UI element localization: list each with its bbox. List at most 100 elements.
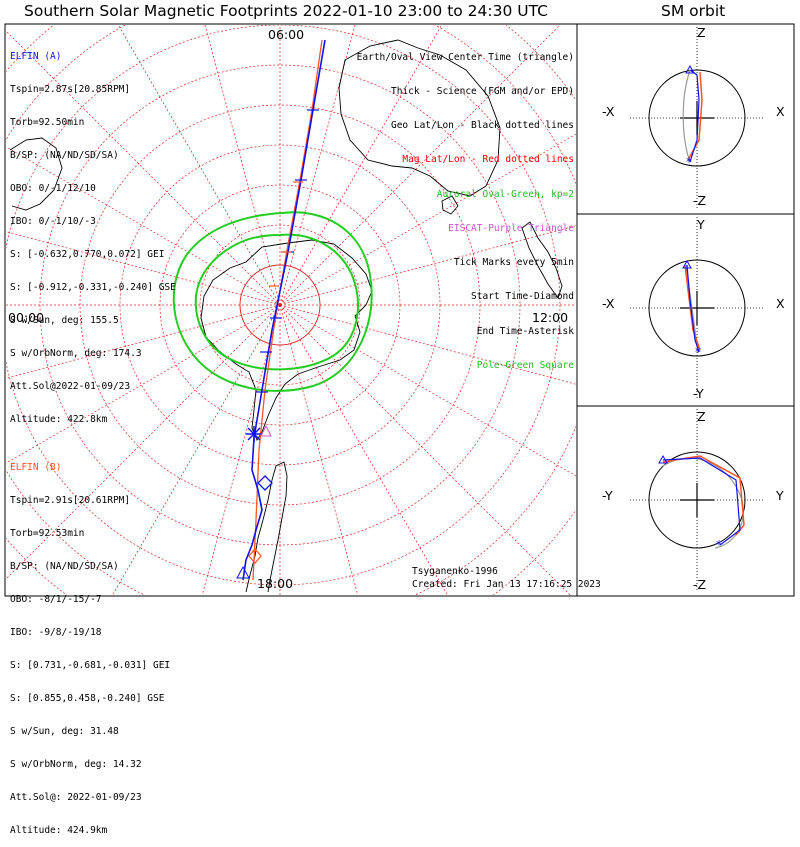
orbit-frame-xz [576,23,795,215]
orbit-xy-top-label: Y [697,217,705,232]
antarctica-coastline [200,239,373,441]
mag-lon-line [279,225,576,306]
orbit-xz-top-label: Z [697,25,706,40]
time-label-right: 12:00 [532,310,569,325]
mag-lon-line [204,25,281,306]
time-label-top: 06:00 [268,27,305,42]
africa-coastline [9,137,63,211]
mag-lon-line [279,304,576,385]
orbit-track-a [686,264,700,353]
new-zealand-coastline [521,221,563,299]
track-marker-group [236,109,319,579]
mag-lon-line [279,304,571,595]
legend-item: Earth/Oval View Center Time (triangle) [356,51,574,63]
elfin-a-line: Altitude: 422.8km [10,414,108,425]
elfin-a-line: S: [-0.632,0.770,0.072] GEI [10,249,165,260]
elfin-a-line: Torb=92.50min [10,117,85,128]
asterisk-stroke [247,427,261,441]
legend-item: Tick Marks every 5min [453,257,574,269]
mag-lon-line [279,25,561,306]
mag-lon-line [279,304,576,477]
elfin-b-line: IBO: -9/8/-19/18 [10,627,102,638]
legend-item: Start Time-Diamond [471,291,574,303]
legend-item: Mag Lat/Lon - Red dotted lines [402,154,574,166]
orbit-start-triangle [658,454,668,464]
elfin-b-line: S w/Sun, deg: 31.48 [10,726,119,737]
eiscat-triangle [260,424,272,437]
mag-lon-line [201,304,281,595]
orbit-yz-bottom-label: -Z [693,577,707,592]
elfin-a-info: ELFIN (A) Tspin=2.87s[20.85RPM] Torb=92.… [10,29,176,436]
end-asterisk-a [246,426,262,442]
elfin-b-line: Altitude: 424.9km [10,825,108,836]
time-label-bottom: 18:00 [257,576,294,591]
legend-item: End Time-Asterisk [476,325,574,337]
mag-lon-line [6,146,281,306]
start-diamond-a [257,475,273,491]
elfin-b-line: S: [0.855,0.458,-0.240] GSE [10,693,165,704]
orbit-frame-yz [576,405,795,597]
mag-lon-line [6,231,281,306]
elfin-a-track [242,39,326,581]
elfin-a-line: S w/Sun, deg: 155.5 [10,315,119,326]
time-label-left: 00:00 [8,310,45,325]
sm-orbit-group: * * * [630,27,764,591]
south-america-coastline [245,461,288,593]
elfin-a-name: ELFIN (A) [10,51,62,62]
mag-lon-line [279,304,359,595]
orbit-panel: * [630,27,764,209]
orbit-yz-left-label: -Y [602,488,613,503]
mag-lon-line [6,304,281,580]
legend-item: Thick - Science (FGM and/or EPD) [390,86,574,98]
orbit-yz-right-label: Y [776,488,784,503]
mag-lon-line [279,133,576,306]
view-center-triangle [236,565,250,579]
elfin-a-line: Tspin=2.87s[20.85RPM] [10,84,131,95]
orbit-track-b [684,264,701,351]
orbit-track-a [689,69,700,163]
orbit-track-b [662,455,745,536]
model-label: Tsyganenko-1996 [412,566,498,577]
elfin-b-line: Torb=92.53min [10,528,85,539]
elfin-a-line: IBO: 0/-1/10/-3 [10,216,96,227]
orbit-xz-bottom-label: -Z [693,193,707,208]
mag-lon-line [117,25,281,306]
mag-lon-line [6,304,281,379]
orbit-xy-left-label: -X [602,296,615,311]
elfin-b-line: Att.Sol@: 2022-01-09/23 [10,792,142,803]
orbit-track-a [662,457,741,546]
elfin-b-info: ELFIN (B) Tspin=2.91s[20.61RPM] Torb=92.… [10,440,170,847]
legend: Earth/Oval View Center Time (triangle) T… [357,29,574,383]
orbit-start-triangle [682,259,692,269]
start-diamond-b [248,548,262,564]
orbit-start-triangle [685,64,695,74]
mag-lon-line [6,304,281,464]
orbit-reference-path [662,457,744,549]
elfin-b-line: Tspin=2.91s[20.61RPM] [10,495,131,506]
orbit-xy-bottom-label: -Y [693,386,704,401]
page-title: Southern Solar Magnetic Footprints 2022-… [24,2,549,20]
auroral-oval-inner [194,233,359,371]
legend-item: Geo Lat/Lon - Black dotted lines [390,120,574,132]
tasmania-coastline [441,195,459,215]
orbit-end-asterisk: * [686,155,692,169]
elfin-a-line: S w/OrbNorm, deg: 174.3 [10,348,142,359]
elfin-b-line: S w/OrbNorm, deg: 14.32 [10,759,142,770]
mag-lon-line [279,25,443,306]
orbit-panel: * [630,409,764,591]
orbit-xz-left-label: -X [602,104,615,119]
elfin-b-track [252,39,323,581]
elfin-a-line: Att.Sol@2022-01-09/23 [10,381,131,392]
created-label: Created: Fri Jan 13 17:16:25 2023 [412,579,601,590]
elfin-a-line: OBO: 0/-1/12/10 [10,183,96,194]
legend-item: Auroral Oval-Green, kp=2 [436,188,574,200]
auroral-oval-outer [172,211,373,392]
australia-coastline [338,39,501,197]
footprint-figure: * * * [4,23,795,597]
orbit-panel: * [630,217,764,399]
orbit-yz-top-label: Z [697,409,706,424]
elfin-a-line: S: [-0.912,-0.331,-0.240] GSE [10,282,176,293]
orbit-end-asterisk: * [716,538,722,552]
orbit-reference-path [682,69,691,163]
orbit-end-asterisk: * [695,345,701,359]
